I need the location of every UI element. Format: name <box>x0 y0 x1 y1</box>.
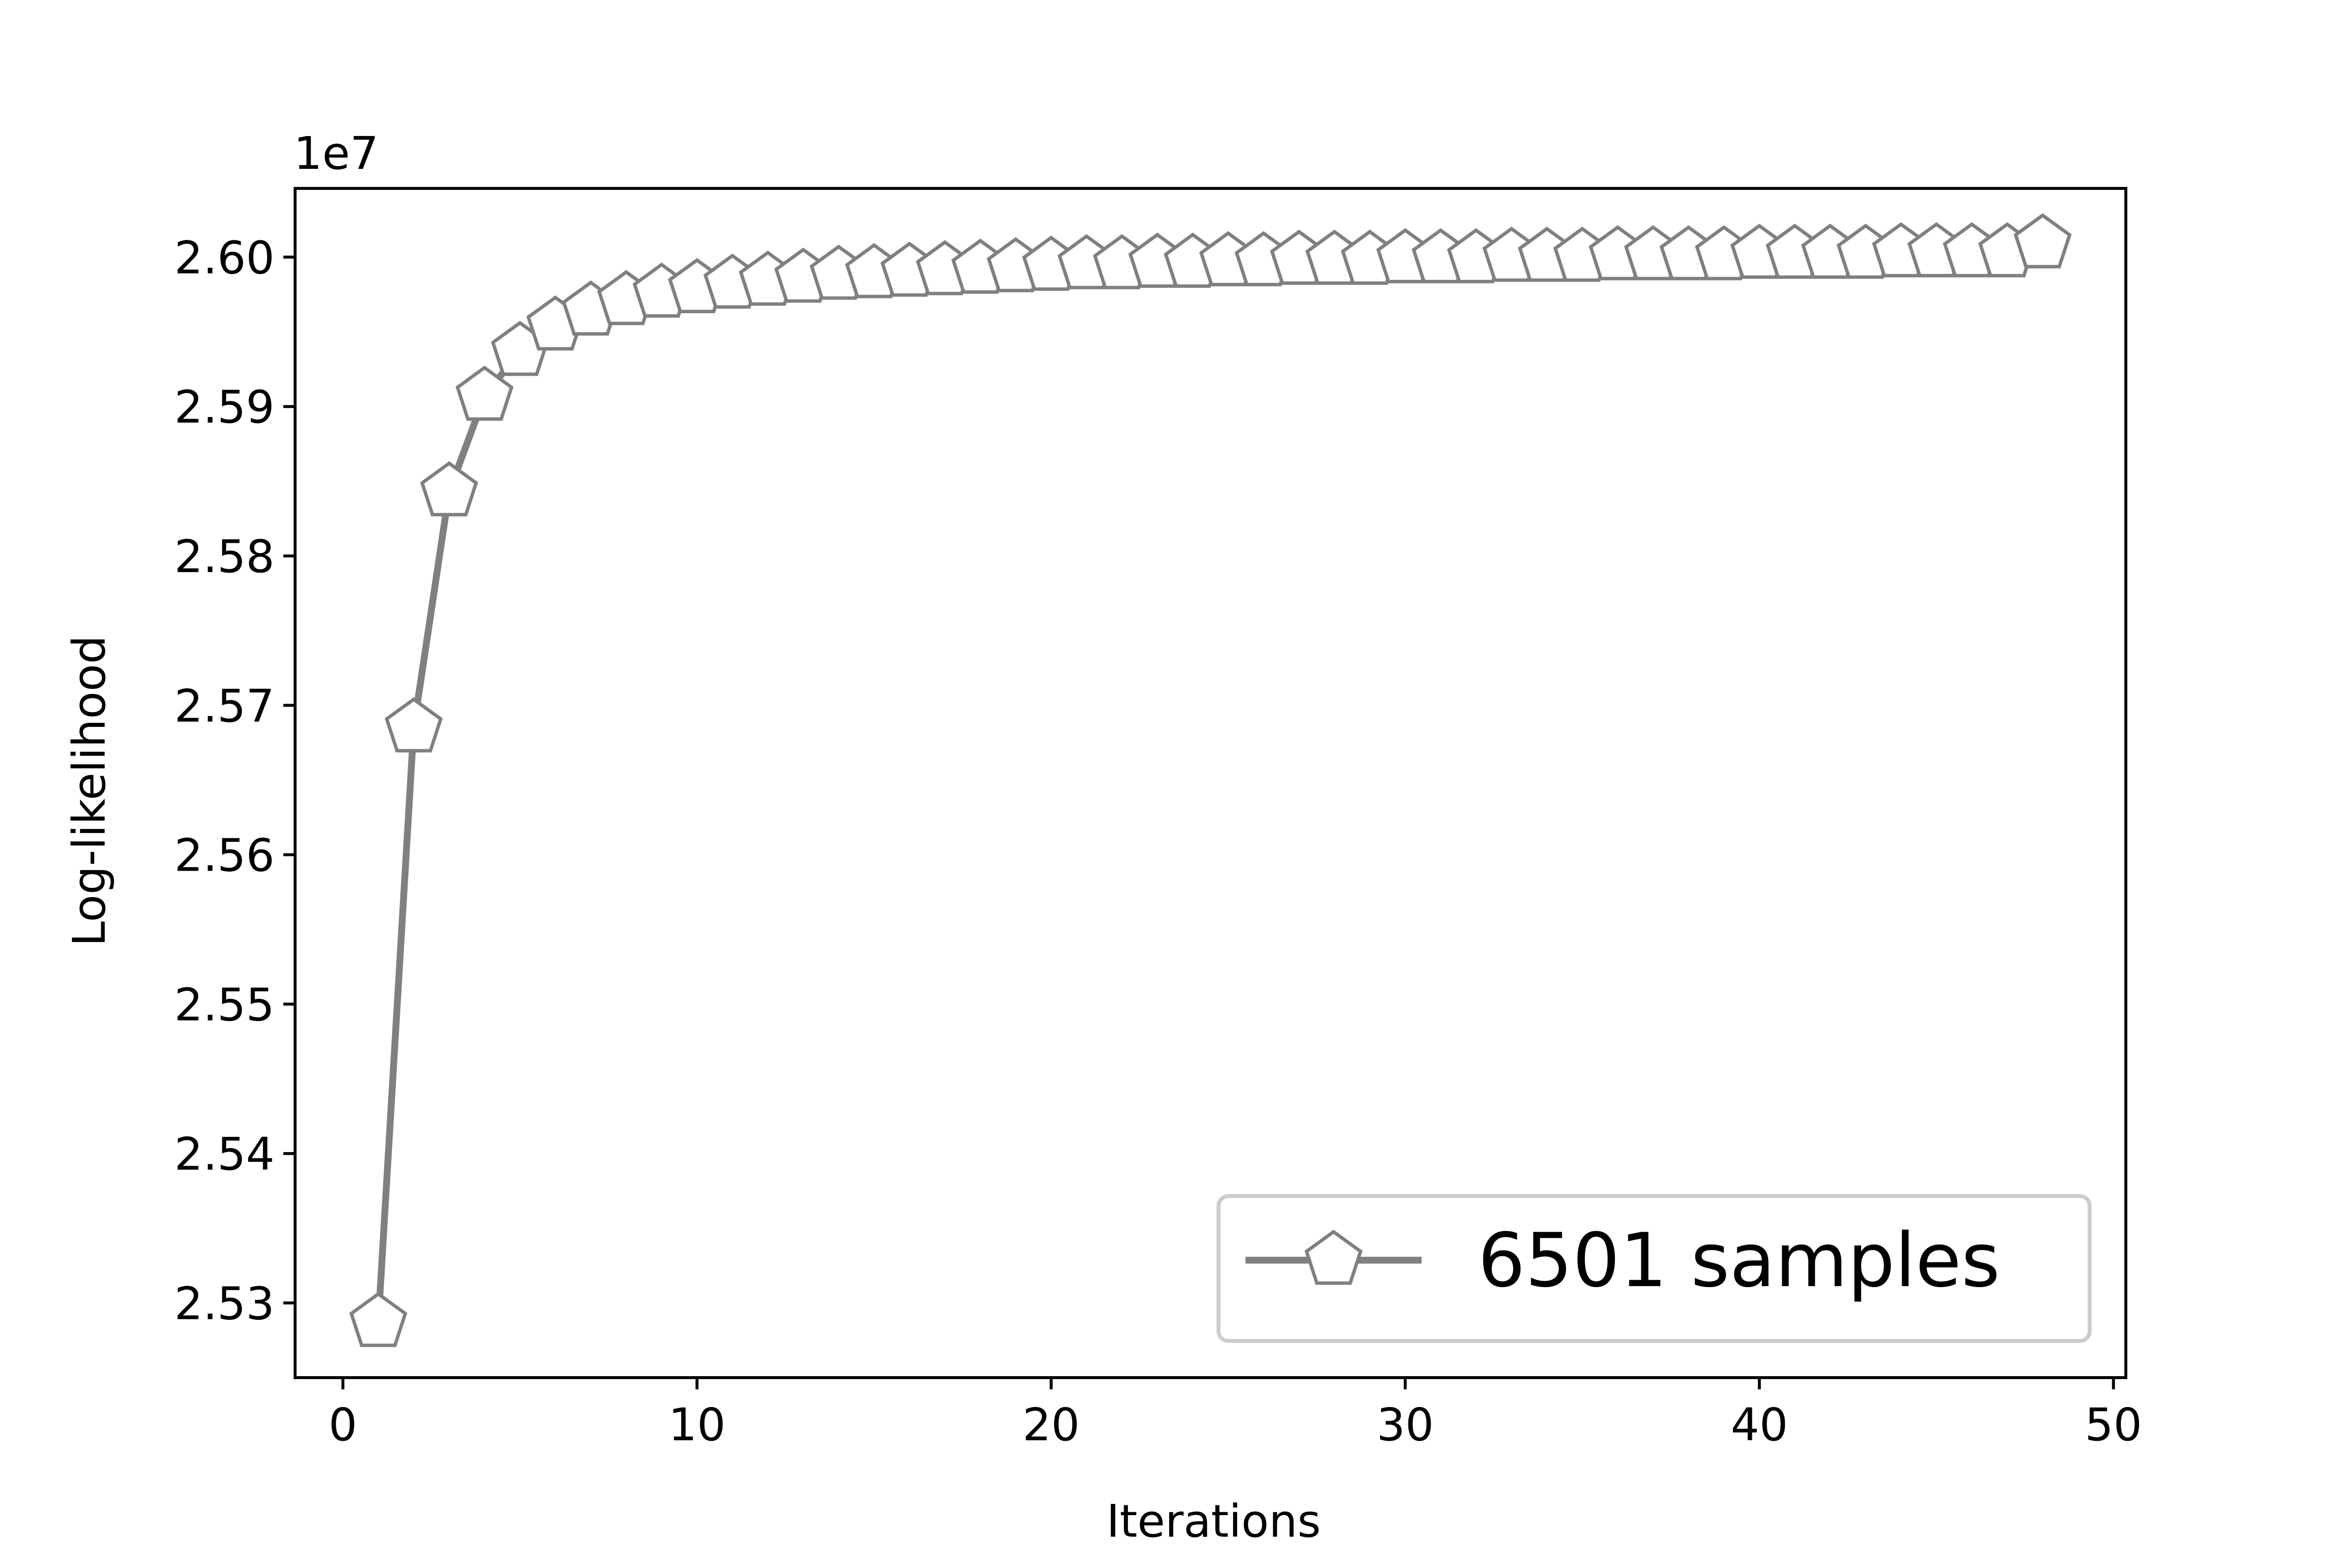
legend-box <box>1217 1194 2092 1343</box>
data-point-marker <box>420 461 479 517</box>
series-layer <box>349 213 2072 1347</box>
x-axis-label: Iterations <box>1106 1495 1321 1547</box>
legend-series-label: 6501 samples <box>1478 1217 2000 1304</box>
data-point-marker <box>349 1291 408 1347</box>
legend: 6501 samples <box>1217 1194 2092 1343</box>
legend-series-marker <box>1304 1229 1363 1285</box>
y-tick-label: 2.58 <box>174 530 275 583</box>
y-tick-label: 2.57 <box>174 680 275 732</box>
x-tick-label: 20 <box>1022 1399 1080 1451</box>
data-point-marker <box>2013 213 2072 269</box>
x-tick-label: 50 <box>2085 1399 2142 1451</box>
y-tick-label: 2.53 <box>174 1277 275 1330</box>
y-axis-label: Log-likelihood <box>63 635 115 946</box>
x-tick-label: 0 <box>328 1399 357 1451</box>
x-tick-label: 10 <box>668 1399 726 1451</box>
data-point-marker <box>385 697 443 753</box>
axes-layer: 0 10 20 30 40 50 2.53 2.54 2.55 2.56 2.57 2.58 2.59 2… <box>174 187 2142 1451</box>
y-tick-label: 2.54 <box>174 1128 275 1180</box>
y-offset-label: 1e7 <box>294 127 379 180</box>
y-tick-label: 2.60 <box>174 231 275 284</box>
y-tick-label: 2.59 <box>174 381 275 434</box>
x-tick-label: 30 <box>1377 1399 1434 1451</box>
y-tick-label: 2.55 <box>174 979 275 1031</box>
plot-frame <box>294 187 2127 1379</box>
y-tick-label: 2.56 <box>174 830 275 882</box>
data-point-marker <box>455 365 514 421</box>
x-tick-label: 40 <box>1731 1399 1788 1451</box>
